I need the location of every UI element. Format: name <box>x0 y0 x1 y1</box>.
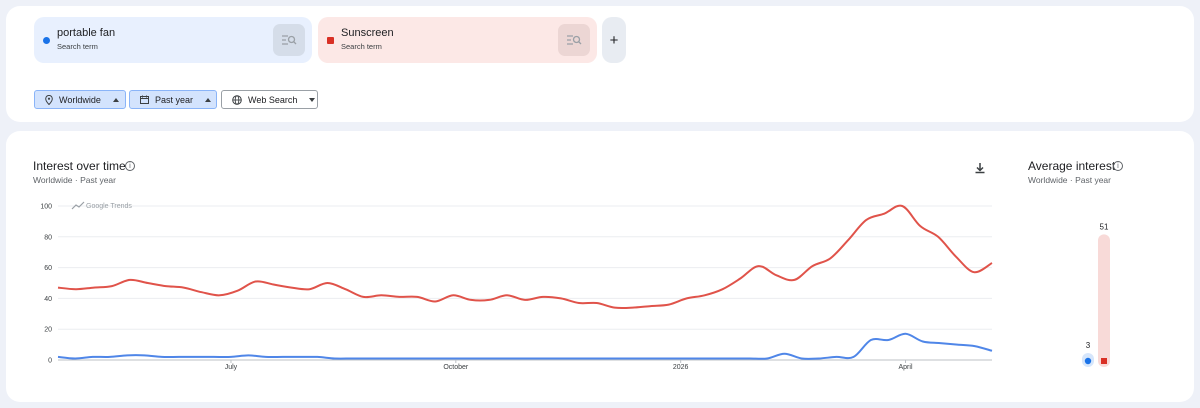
term-type: Search term <box>341 42 382 51</box>
average-value-label: 51 <box>1100 222 1109 231</box>
term-card-sunscreen[interactable]: Sunscreen Search term <box>318 17 597 63</box>
caret-up-icon <box>112 97 119 102</box>
caret-up-icon <box>205 97 212 102</box>
interest-chart: 0 20 40 60 80 100 July October 2026 April Google … <box>40 201 1110 371</box>
average-title: Average interest <box>1028 159 1116 173</box>
search-terms-panel: portable fan Search term Sunscreen Searc… <box>6 6 1194 122</box>
average-bar[interactable] <box>1098 234 1110 367</box>
location-pin-icon <box>45 94 53 105</box>
y-tick-label: 100 <box>40 204 52 211</box>
x-tick-label: 2026 <box>673 364 689 371</box>
average-value-label: 3 <box>1086 341 1091 350</box>
average-marker <box>1101 358 1107 364</box>
y-tick-label: 60 <box>44 265 52 272</box>
calendar-icon <box>140 95 149 104</box>
location-filter[interactable]: Worldwide <box>34 90 126 109</box>
trend-icon <box>71 201 85 210</box>
average-marker <box>1084 357 1092 365</box>
series-marker <box>327 37 334 44</box>
info-icon[interactable]: i <box>125 161 135 171</box>
info-icon[interactable]: i <box>1113 161 1123 171</box>
search-compare-button[interactable] <box>273 24 305 56</box>
interest-title: Interest over time <box>33 159 126 173</box>
download-icon <box>975 163 985 174</box>
term-type: Search term <box>57 42 98 51</box>
interest-panel: Interest over time i Worldwide · Past ye… <box>6 131 1194 402</box>
term-label[interactable]: Sunscreen <box>341 27 394 39</box>
search-compare-button[interactable] <box>558 24 590 56</box>
search-compare-icon <box>567 35 582 45</box>
search-property-filter-label: Web Search <box>248 94 298 105</box>
series-line-sunscreen[interactable] <box>57 204 993 310</box>
x-tick-label: July <box>225 364 238 371</box>
interest-subtitle: Worldwide · Past year <box>33 175 116 185</box>
average-subtitle: Worldwide · Past year <box>1028 175 1111 185</box>
y-tick-label: 20 <box>44 327 52 334</box>
search-compare-icon <box>282 35 297 45</box>
location-filter-label: Worldwide <box>59 94 101 105</box>
time-range-filter[interactable]: Past year <box>129 90 217 109</box>
y-tick-label: 80 <box>44 234 52 241</box>
x-tick-label: October <box>443 364 469 371</box>
x-tick-label: April <box>899 364 913 371</box>
caret-down-icon <box>309 97 316 102</box>
add-term-button[interactable]: + <box>602 17 626 63</box>
download-button[interactable] <box>973 161 987 175</box>
search-property-filter[interactable]: Web Search <box>221 90 318 109</box>
series-line-portable-fan[interactable] <box>57 332 993 360</box>
google-trends-watermark: Google Trends <box>86 203 132 210</box>
term-label[interactable]: portable fan <box>57 27 116 39</box>
y-tick-label: 40 <box>44 296 52 303</box>
time-range-filter-label: Past year <box>155 94 194 105</box>
term-card-portable-fan[interactable]: portable fan Search term <box>34 17 312 63</box>
globe-icon <box>232 94 242 105</box>
series-marker <box>43 37 50 44</box>
y-tick-label: 0 <box>48 358 52 365</box>
